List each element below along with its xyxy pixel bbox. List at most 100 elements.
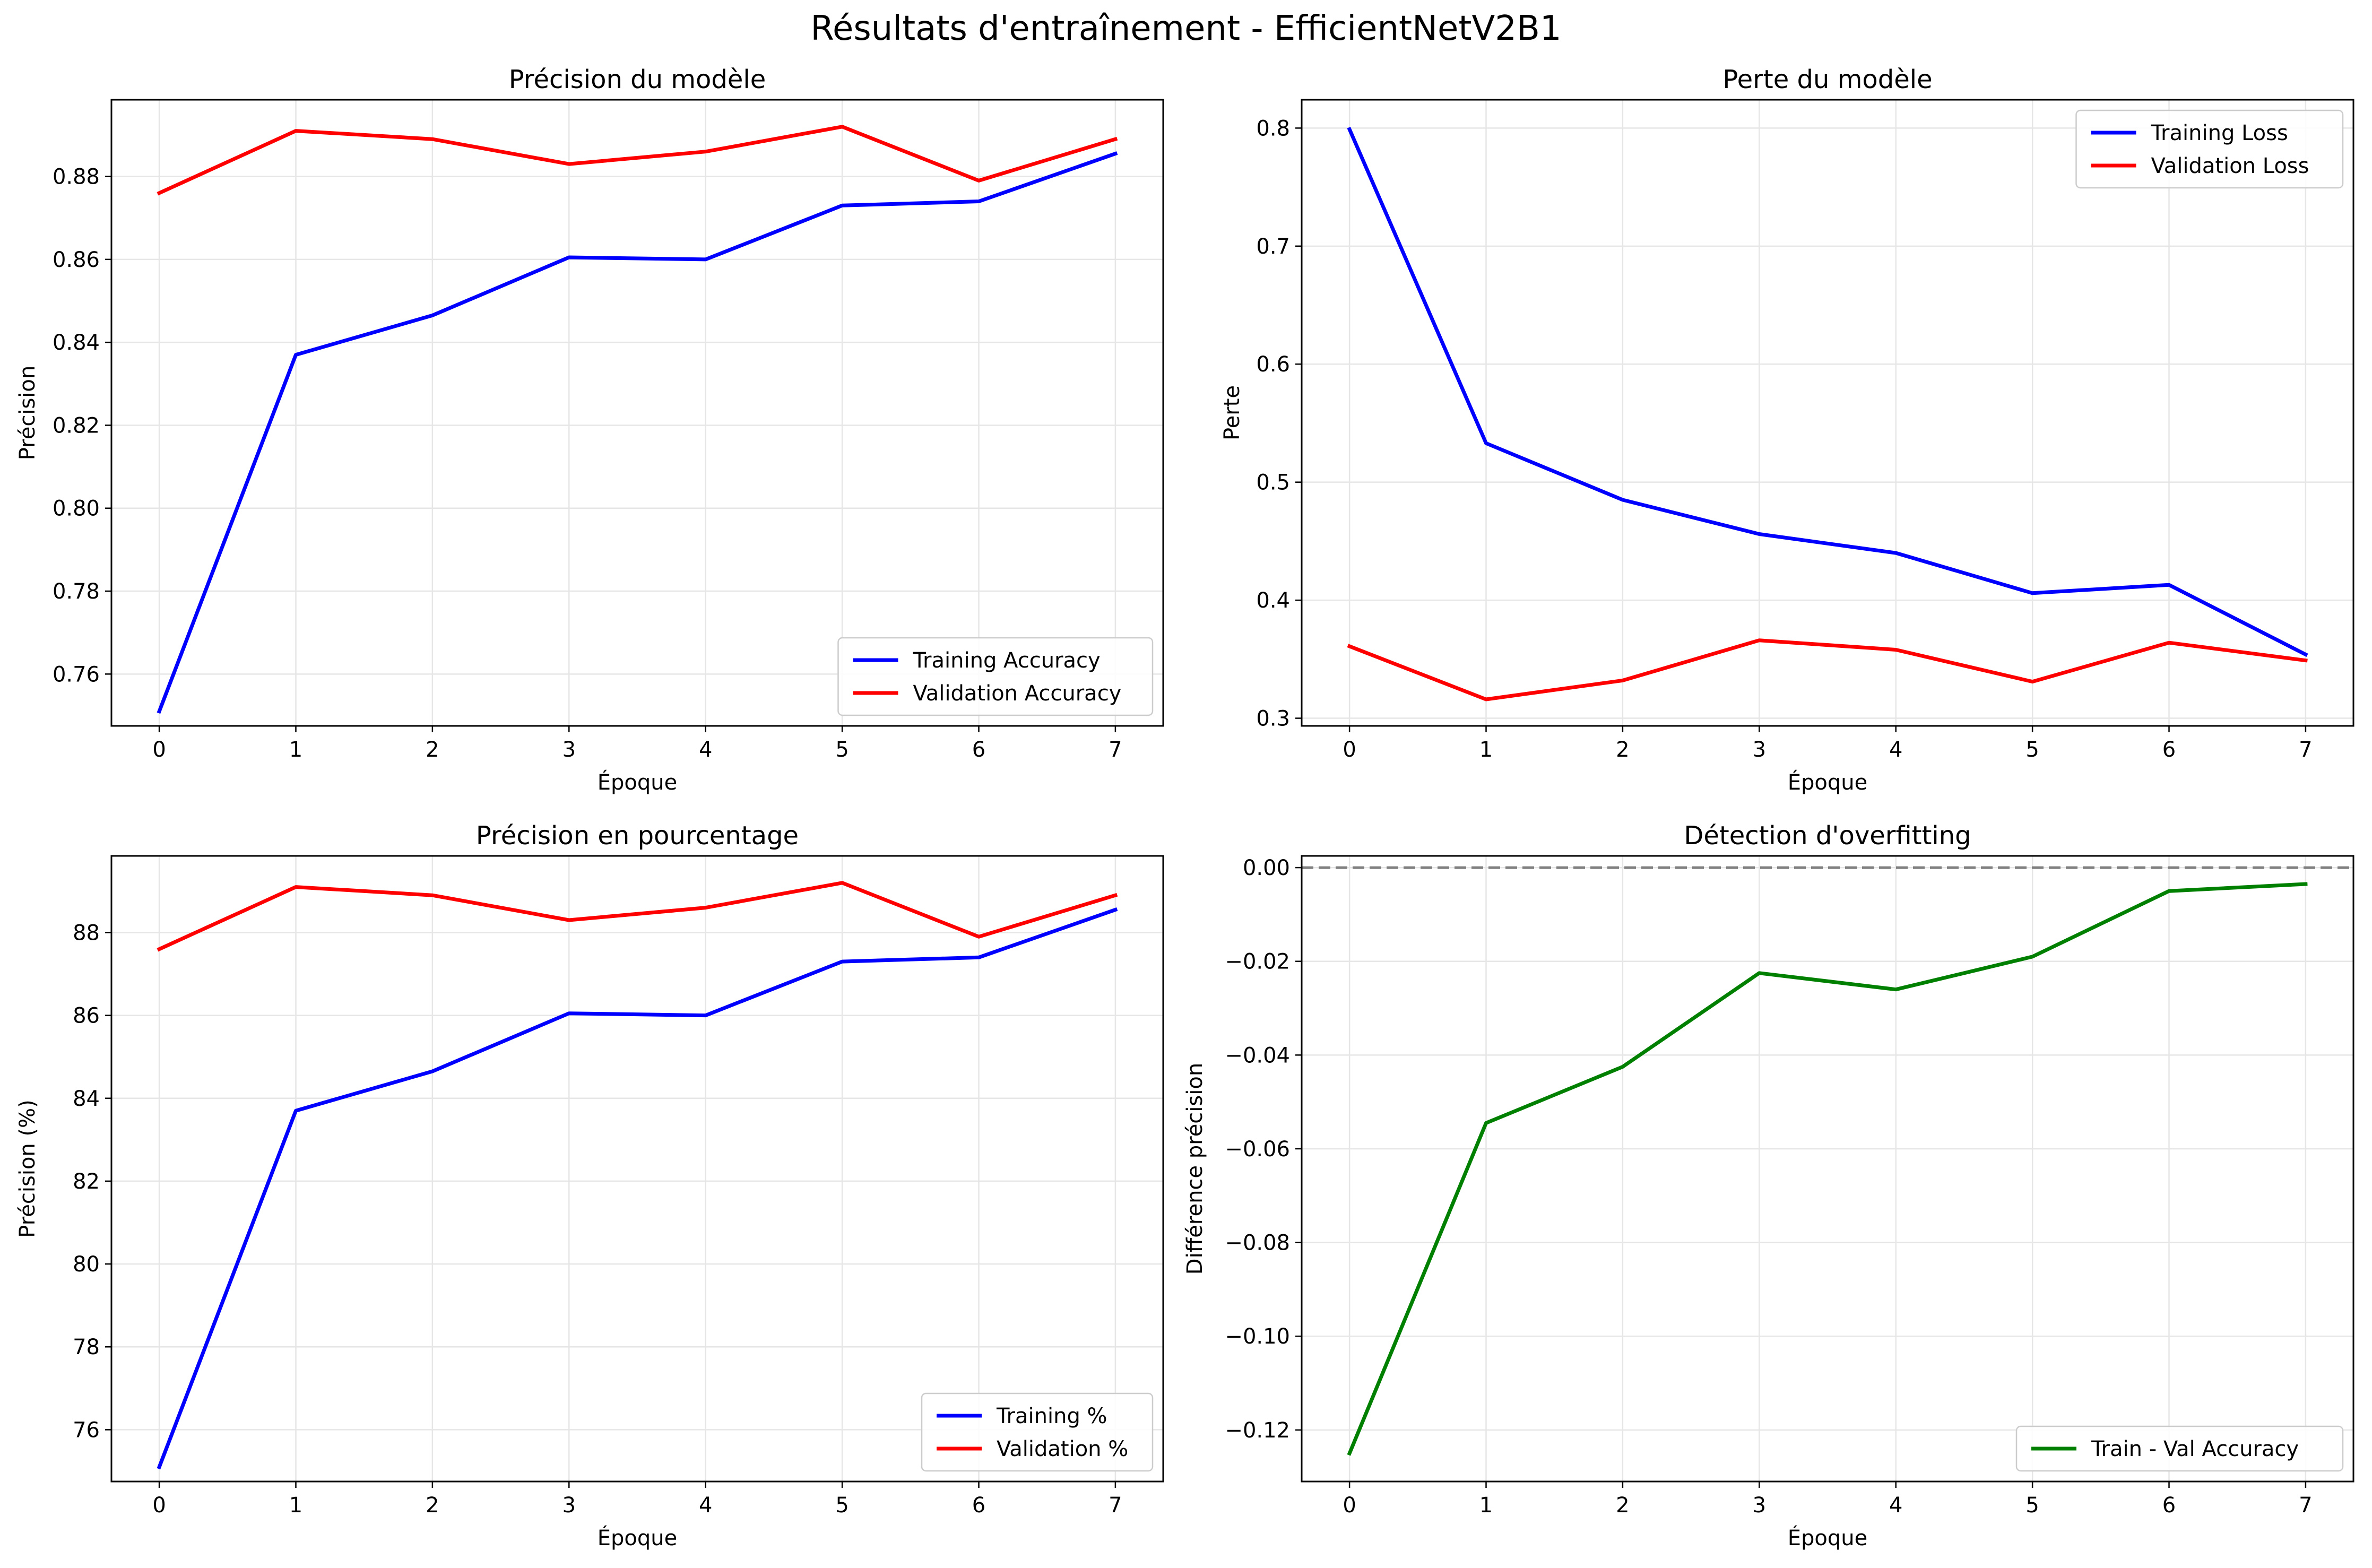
y-tick-label: 88 bbox=[73, 921, 100, 945]
x-tick-label: 0 bbox=[152, 738, 166, 762]
panel-model-loss: 0 1 2 3 4 5 6 7 0.3 0.4 0.5 0.6 0.7 0.8 Training Loss V… bbox=[1220, 65, 2354, 795]
legend-label: Training Loss bbox=[2151, 121, 2288, 145]
y-tick-label: 0.4 bbox=[1256, 588, 1290, 613]
x-tick-label: 6 bbox=[972, 738, 985, 762]
panel-overfitting-detection: 0 1 2 3 4 5 6 7 −0.12 −0.10 −0.08 −0.06 −0.04 −0.02 0.… bbox=[1183, 821, 2354, 1550]
legend-label: Training % bbox=[996, 1404, 1107, 1428]
panel-title: Perte du modèle bbox=[1722, 65, 1932, 94]
legend: Training % Validation % bbox=[921, 1392, 1154, 1472]
x-tick-label: 2 bbox=[1616, 738, 1629, 762]
x-tick-label: 4 bbox=[699, 738, 712, 762]
data-point bbox=[2305, 654, 2306, 655]
x-tick-label: 7 bbox=[2299, 1493, 2312, 1518]
y-tick-label: 0.82 bbox=[53, 413, 100, 438]
data-point bbox=[2305, 883, 2306, 885]
panel-title: Précision en pourcentage bbox=[476, 821, 799, 851]
legend-label: Validation % bbox=[997, 1437, 1128, 1461]
plot-layer: 0 1 2 3 4 5 6 7 0.76 0.78 0.80 0.82 0.84 0.86 0.88 Trai… bbox=[53, 99, 1164, 762]
data-point bbox=[705, 907, 706, 908]
plot-layer: 0 1 2 3 4 5 6 7 0.3 0.4 0.5 0.6 0.7 0.8 Training Loss V… bbox=[1256, 99, 2354, 762]
x-tick-label: 3 bbox=[562, 738, 576, 762]
x-tick-label: 0 bbox=[1343, 1493, 1356, 1518]
x-tick-label: 6 bbox=[2162, 738, 2176, 762]
figure-title: Résultats d'entraînement - EfficientNetV… bbox=[810, 9, 1561, 48]
y-tick-label: 0.5 bbox=[1256, 471, 1290, 495]
x-tick-label: 1 bbox=[1479, 1493, 1493, 1518]
data-point bbox=[705, 1015, 706, 1016]
x-axis-label: Époque bbox=[598, 769, 678, 795]
y-tick-label: 0.6 bbox=[1256, 352, 1290, 377]
y-axis-label: Précision (%) bbox=[15, 1099, 40, 1237]
x-tick-label: 4 bbox=[1889, 1493, 1902, 1518]
y-tick-label: 0.00 bbox=[1243, 856, 1290, 880]
y-axis-label: Précision bbox=[15, 366, 40, 460]
panel-title: Détection d'overfitting bbox=[1684, 821, 1971, 851]
x-tick-label: 2 bbox=[1616, 1493, 1629, 1518]
y-tick-label: 0.7 bbox=[1256, 235, 1290, 259]
data-point bbox=[1895, 649, 1897, 651]
series-line bbox=[1347, 882, 2308, 1456]
x-tick-label: 5 bbox=[2025, 738, 2039, 762]
x-tick-label: 5 bbox=[835, 1493, 849, 1518]
data-point bbox=[2032, 681, 2033, 682]
x-tick-label: 0 bbox=[1343, 738, 1356, 762]
data-point bbox=[1349, 1453, 1350, 1454]
x-tick-label: 2 bbox=[426, 738, 439, 762]
x-tick-label: 0 bbox=[152, 1493, 166, 1518]
axes-frame bbox=[110, 855, 1164, 1483]
data-point bbox=[705, 151, 706, 152]
y-tick-label: −0.04 bbox=[1225, 1043, 1290, 1068]
y-tick-label: −0.10 bbox=[1225, 1324, 1290, 1349]
series-line bbox=[157, 125, 1118, 196]
x-tick-label: 3 bbox=[562, 1493, 576, 1518]
x-tick-label: 1 bbox=[289, 1493, 302, 1518]
data-point bbox=[842, 882, 843, 883]
panel-accuracy-percent: 0 1 2 3 4 5 6 7 76 78 80 82 84 86 88 Training % Validati… bbox=[15, 821, 1164, 1550]
x-tick-label: 1 bbox=[1479, 738, 1493, 762]
x-axis-label: Époque bbox=[1788, 1525, 1868, 1550]
series-line bbox=[157, 151, 1118, 714]
axes-frame bbox=[1301, 855, 2354, 1483]
data-point bbox=[842, 126, 843, 127]
axes-frame bbox=[110, 99, 1164, 727]
x-tick-label: 2 bbox=[426, 1493, 439, 1518]
legend-label: Validation Loss bbox=[2151, 154, 2309, 178]
series-line bbox=[1347, 126, 2308, 657]
x-tick-label: 3 bbox=[1753, 1493, 1766, 1518]
panel-title: Précision du modèle bbox=[509, 65, 766, 94]
y-tick-label: 0.88 bbox=[53, 165, 100, 189]
x-tick-label: 5 bbox=[2025, 1493, 2039, 1518]
y-tick-label: 0.76 bbox=[53, 662, 100, 687]
y-tick-label: −0.06 bbox=[1225, 1137, 1290, 1162]
y-tick-label: 78 bbox=[73, 1335, 100, 1359]
legend-label: Train - Val Accuracy bbox=[2091, 1437, 2299, 1461]
y-tick-label: 0.86 bbox=[53, 248, 100, 272]
series-line bbox=[1347, 638, 2308, 701]
x-tick-label: 1 bbox=[289, 738, 302, 762]
data-point bbox=[2305, 660, 2306, 661]
x-tick-label: 4 bbox=[699, 1493, 712, 1518]
y-tick-label: 0.3 bbox=[1256, 707, 1290, 731]
x-axis-label: Époque bbox=[1788, 769, 1868, 795]
y-tick-label: 0.84 bbox=[53, 331, 100, 355]
y-tick-label: 84 bbox=[73, 1087, 100, 1111]
y-tick-label: −0.08 bbox=[1225, 1231, 1290, 1255]
y-axis-label: Différence précision bbox=[1183, 1063, 1207, 1275]
legend-box bbox=[2075, 109, 2344, 189]
panel-model-accuracy: 0 1 2 3 4 5 6 7 0.76 0.78 0.80 0.82 0.84 0.86 0.88 Trai… bbox=[15, 65, 1164, 795]
data-point bbox=[2032, 956, 2033, 957]
x-tick-label: 7 bbox=[1109, 1493, 1122, 1518]
y-tick-label: 0.80 bbox=[53, 497, 100, 521]
x-axis-label: Époque bbox=[598, 1525, 678, 1550]
y-tick-label: 86 bbox=[73, 1004, 100, 1028]
x-tick-label: 7 bbox=[2299, 738, 2312, 762]
legend-label: Training Accuracy bbox=[913, 648, 1101, 673]
plot-layer: 0 1 2 3 4 5 6 7 −0.12 −0.10 −0.08 −0.06 −0.04 −0.02 0.… bbox=[1225, 855, 2354, 1518]
y-tick-label: 80 bbox=[73, 1252, 100, 1277]
plot-layer: 0 1 2 3 4 5 6 7 76 78 80 82 84 86 88 Training % Validati… bbox=[73, 855, 1164, 1518]
y-tick-label: 0.78 bbox=[53, 579, 100, 604]
data-point bbox=[1895, 989, 1897, 990]
data-point bbox=[842, 205, 843, 206]
legend-box bbox=[921, 1392, 1154, 1472]
